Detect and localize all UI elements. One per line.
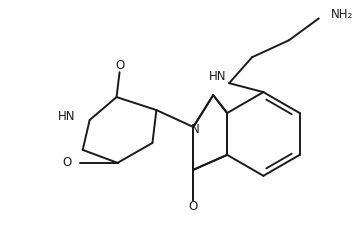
Text: NH₂: NH₂: [331, 8, 353, 21]
Text: O: O: [63, 156, 72, 169]
Text: N: N: [191, 124, 200, 136]
Text: HN: HN: [209, 70, 226, 83]
Text: O: O: [189, 200, 198, 213]
Text: O: O: [115, 59, 124, 72]
Text: HN: HN: [58, 110, 76, 123]
